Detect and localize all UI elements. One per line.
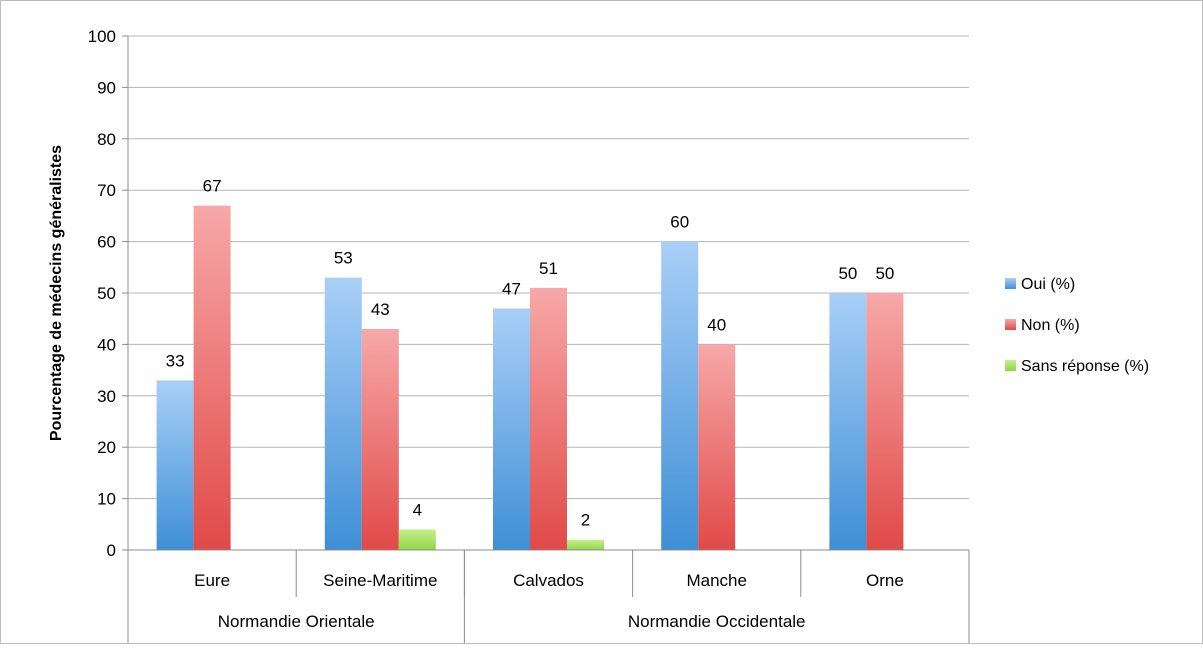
legend-swatch	[1005, 360, 1016, 371]
data-labels: 33 67 53 43 4 47 51 2 60 40 50 50	[166, 177, 895, 530]
data-label: 2	[581, 511, 590, 530]
x-axis: Eure Seine-Maritime Calvados Manche Orne Norm…	[127, 549, 970, 643]
y-tick-label: 0	[107, 541, 116, 560]
data-label: 40	[707, 315, 726, 334]
data-label: 50	[838, 264, 857, 283]
bar	[493, 308, 530, 550]
x-group-label: Normandie Orientale	[218, 612, 375, 631]
data-label: 33	[166, 351, 185, 370]
data-label: 43	[371, 300, 390, 319]
x-category-label: Eure	[194, 571, 230, 590]
bar	[156, 380, 194, 550]
y-tick-label: 50	[97, 284, 116, 303]
y-tick-label: 30	[97, 387, 116, 406]
x-category-label: Orne	[866, 571, 904, 590]
x-category-label: Manche	[686, 571, 746, 590]
y-axis-ticks: 0 10 20 30 40 50 60 70 80 90 100	[88, 27, 129, 560]
y-tick-label: 90	[97, 78, 116, 97]
x-group-label: Normandie Occidentale	[628, 612, 806, 631]
bar	[324, 277, 362, 550]
y-tick-label: 60	[97, 233, 116, 252]
legend-swatch	[1005, 319, 1016, 330]
legend: Oui (%) Non (%) Sans réponse (%)	[1005, 276, 1149, 375]
legend-label: Sans réponse (%)	[1021, 358, 1149, 375]
bar	[567, 539, 604, 550]
bars	[156, 205, 904, 550]
legend-label: Oui (%)	[1021, 276, 1075, 293]
legend-label: Non (%)	[1021, 317, 1080, 334]
bar	[661, 241, 699, 550]
data-label: 51	[539, 259, 558, 278]
x-category-label: Calvados	[513, 571, 584, 590]
data-label: 4	[413, 500, 422, 519]
bar	[193, 205, 231, 550]
bar	[361, 328, 399, 550]
y-tick-label: 20	[97, 438, 116, 457]
y-tick-label: 40	[97, 335, 116, 354]
y-tick-label: 100	[88, 27, 116, 46]
bar	[530, 287, 567, 550]
y-axis-label: Pourcentage de médecins généralistes	[48, 145, 65, 441]
y-tick-label: 80	[97, 130, 116, 149]
bar	[398, 529, 436, 550]
data-label: 67	[203, 177, 222, 196]
bar	[698, 344, 736, 550]
bar	[866, 293, 904, 550]
data-label: 60	[670, 213, 689, 232]
data-label: 53	[334, 249, 353, 268]
legend-swatch	[1005, 278, 1016, 289]
y-tick-label: 10	[97, 490, 116, 509]
x-category-label: Seine-Maritime	[323, 571, 437, 590]
bar	[829, 293, 867, 550]
data-label: 50	[875, 264, 894, 283]
y-tick-label: 70	[97, 181, 116, 200]
data-label: 47	[502, 279, 521, 298]
